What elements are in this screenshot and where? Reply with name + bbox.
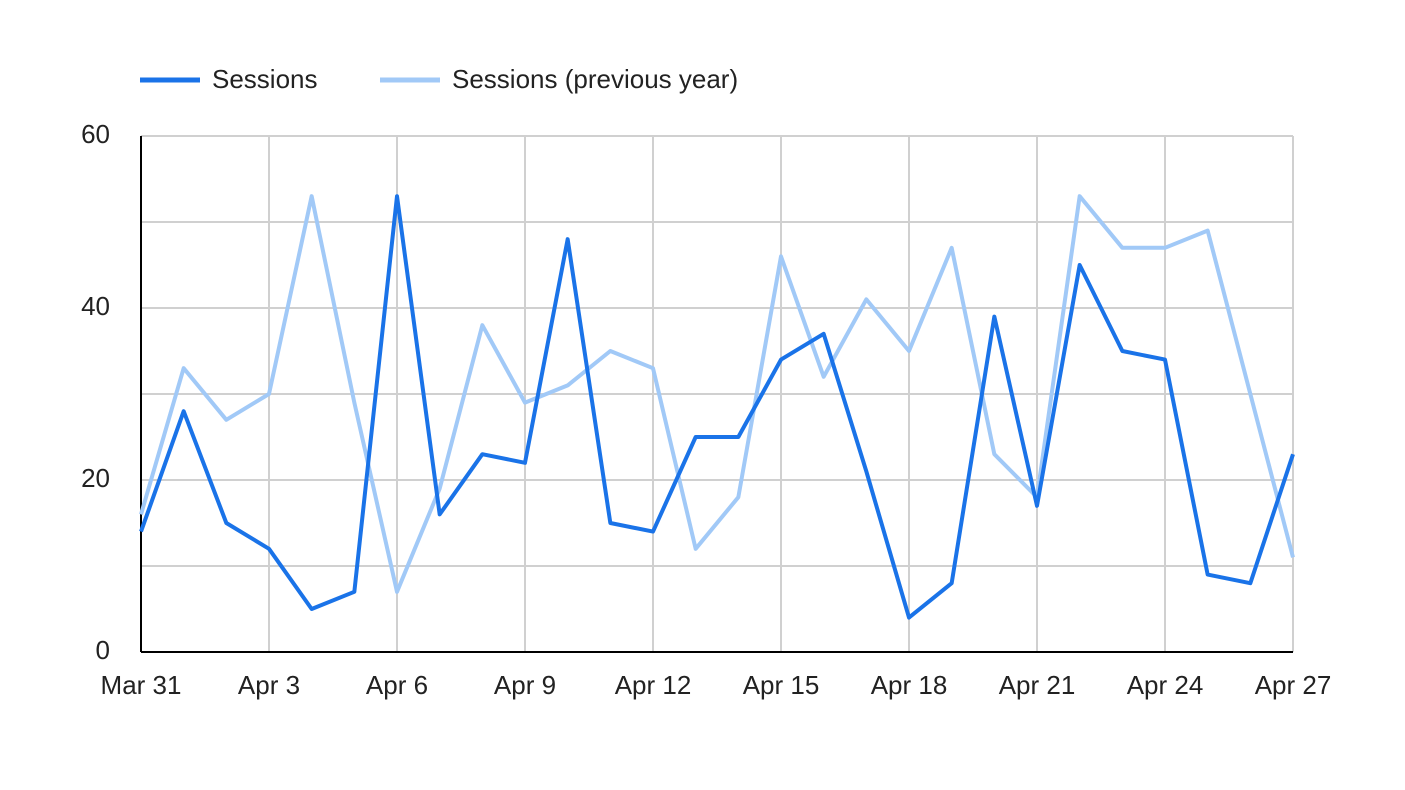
x-tick-label: Apr 15 — [743, 670, 820, 700]
x-tick-label: Apr 6 — [366, 670, 428, 700]
series-line — [139, 194, 1295, 620]
y-tick-label: 20 — [81, 463, 110, 493]
x-tick-label: Apr 27 — [1255, 670, 1332, 700]
legend-label: Sessions (previous year) — [452, 64, 738, 94]
y-tick-label: 40 — [81, 291, 110, 321]
legend-label: Sessions — [212, 64, 318, 94]
x-tick-label: Mar 31 — [101, 670, 182, 700]
y-tick-label: 60 — [81, 119, 110, 149]
y-tick-label: 0 — [96, 635, 110, 665]
x-tick-label: Apr 3 — [238, 670, 300, 700]
series-line — [139, 194, 1295, 594]
x-tick-label: Apr 21 — [999, 670, 1076, 700]
x-tick-label: Apr 24 — [1127, 670, 1204, 700]
x-tick-label: Apr 18 — [871, 670, 948, 700]
x-tick-label: Apr 12 — [615, 670, 692, 700]
x-tick-label: Apr 9 — [494, 670, 556, 700]
